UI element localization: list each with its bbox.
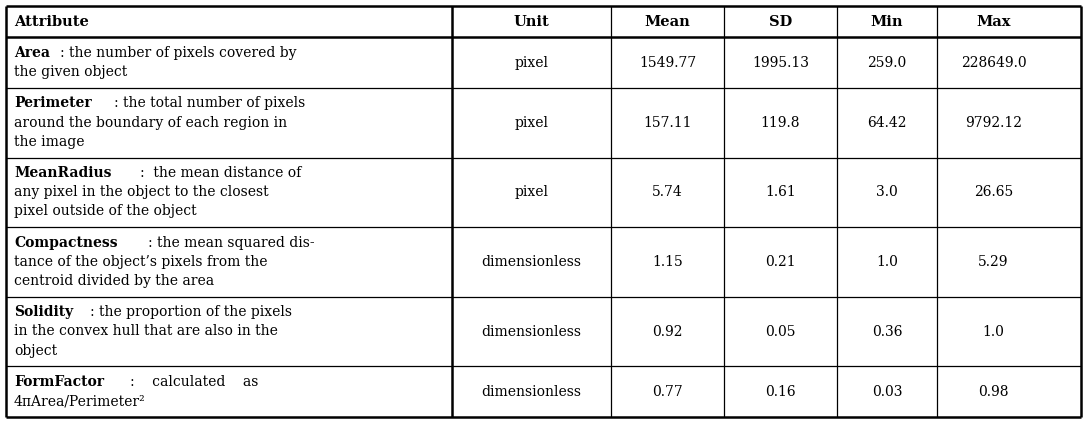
Text: 0.92: 0.92 (652, 325, 683, 339)
Text: dimensionless: dimensionless (482, 255, 582, 269)
Text: Solidity: Solidity (14, 305, 73, 319)
Text: 64.42: 64.42 (867, 116, 907, 130)
Text: : the proportion of the pixels: : the proportion of the pixels (90, 305, 292, 319)
Text: 228649.0: 228649.0 (961, 56, 1026, 70)
Text: MeanRadius: MeanRadius (14, 166, 112, 180)
Text: pixel: pixel (514, 185, 549, 199)
Text: object: object (14, 343, 58, 357)
Text: 4πArea/Perimeter²: 4πArea/Perimeter² (14, 394, 146, 408)
Text: Attribute: Attribute (14, 15, 89, 29)
Text: dimensionless: dimensionless (482, 325, 582, 339)
Text: 5.74: 5.74 (652, 185, 683, 199)
Text: the image: the image (14, 135, 85, 148)
Text: pixel outside of the object: pixel outside of the object (14, 204, 197, 218)
Text: 3.0: 3.0 (876, 185, 898, 199)
Text: : the mean squared dis-: : the mean squared dis- (148, 236, 314, 250)
Text: 1.0: 1.0 (876, 255, 898, 269)
Text: 1.15: 1.15 (652, 255, 683, 269)
Text: dimensionless: dimensionless (482, 385, 582, 399)
Text: Min: Min (871, 15, 903, 29)
Text: : the total number of pixels: : the total number of pixels (114, 96, 305, 110)
Text: :  the mean distance of: : the mean distance of (140, 166, 301, 180)
Text: SD: SD (769, 15, 792, 29)
Text: Perimeter: Perimeter (14, 96, 91, 110)
Text: 0.36: 0.36 (872, 325, 902, 339)
Text: 259.0: 259.0 (867, 56, 907, 70)
Text: :    calculated    as: : calculated as (130, 375, 259, 389)
Text: Unit: Unit (514, 15, 550, 29)
Text: 0.98: 0.98 (978, 385, 1009, 399)
Text: around the boundary of each region in: around the boundary of each region in (14, 115, 287, 129)
Text: 1549.77: 1549.77 (639, 56, 697, 70)
Text: 0.03: 0.03 (872, 385, 902, 399)
Text: 1.61: 1.61 (765, 185, 796, 199)
Text: 0.05: 0.05 (765, 325, 796, 339)
Text: 0.16: 0.16 (765, 385, 796, 399)
Text: FormFactor: FormFactor (14, 375, 104, 389)
Text: Area: Area (14, 46, 50, 60)
Text: 26.65: 26.65 (974, 185, 1013, 199)
Text: Max: Max (976, 15, 1011, 29)
Text: pixel: pixel (514, 56, 549, 70)
Text: centroid divided by the area: centroid divided by the area (14, 274, 214, 288)
Text: tance of the object’s pixels from the: tance of the object’s pixels from the (14, 255, 267, 269)
Text: 1.0: 1.0 (983, 325, 1004, 339)
Text: 119.8: 119.8 (761, 116, 800, 130)
Text: Mean: Mean (645, 15, 690, 29)
Text: pixel: pixel (514, 116, 549, 130)
Text: 9792.12: 9792.12 (965, 116, 1022, 130)
Text: any pixel in the object to the closest: any pixel in the object to the closest (14, 185, 268, 199)
Text: the given object: the given object (14, 65, 127, 79)
Text: : the number of pixels covered by: : the number of pixels covered by (61, 46, 297, 60)
Text: 5.29: 5.29 (978, 255, 1009, 269)
Text: Compactness: Compactness (14, 236, 117, 250)
Text: 0.21: 0.21 (765, 255, 796, 269)
Text: in the convex hull that are also in the: in the convex hull that are also in the (14, 324, 278, 338)
Text: 157.11: 157.11 (644, 116, 692, 130)
Text: 1995.13: 1995.13 (752, 56, 809, 70)
Text: 0.77: 0.77 (652, 385, 683, 399)
